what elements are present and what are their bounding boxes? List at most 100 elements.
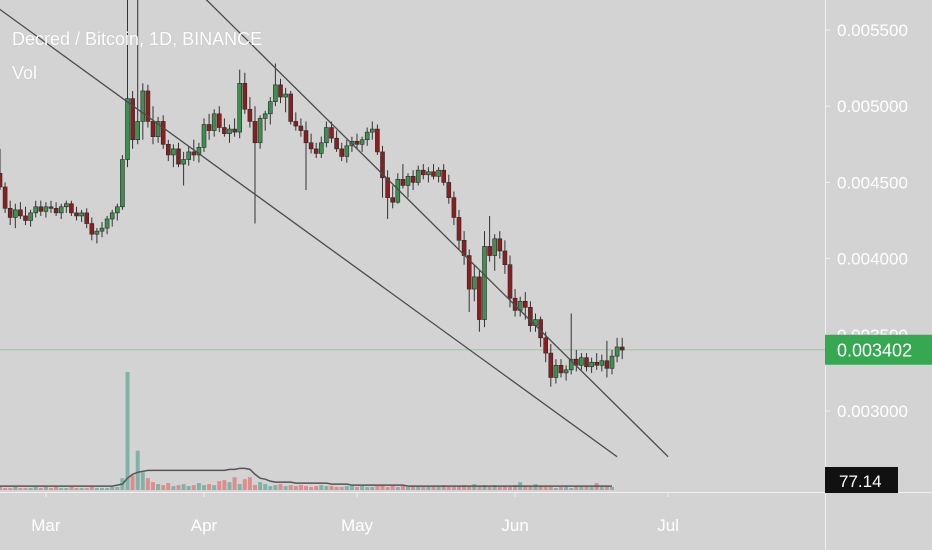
candle (135, 0, 140, 145)
volume-bar (273, 485, 278, 490)
candle-body (79, 212, 84, 217)
candle (334, 130, 339, 152)
candle (497, 231, 503, 259)
volume-bar (482, 485, 487, 490)
candle (242, 72, 248, 114)
candle-body (252, 121, 258, 144)
volume-bar (100, 488, 104, 490)
volume-bar (304, 486, 308, 490)
candle-body (145, 90, 151, 122)
volume-bar (293, 486, 298, 490)
candle (109, 209, 115, 227)
volume-value-badge (825, 467, 898, 493)
volume-bar (288, 485, 293, 490)
candle (308, 133, 314, 154)
candle-body (28, 212, 33, 221)
candle-body (38, 206, 44, 212)
candle-body (43, 206, 49, 212)
price-tick-label: 0.004500 (837, 173, 908, 192)
volume-bar (390, 486, 395, 490)
volume-bar (202, 485, 206, 490)
candle (344, 139, 350, 163)
candle (150, 106, 156, 145)
candle (436, 167, 441, 183)
volume-bar (84, 488, 89, 490)
volume-bar (0, 486, 2, 490)
candle-body (298, 125, 304, 131)
volume-bar (237, 484, 242, 490)
candle-body (13, 209, 18, 218)
candle (420, 164, 426, 180)
candle (278, 78, 283, 104)
volume-bar (222, 480, 227, 490)
candle (13, 203, 18, 229)
candle-body (211, 113, 217, 131)
candle (181, 151, 186, 186)
candle-body (257, 118, 263, 144)
candle (2, 182, 8, 213)
candle-body (33, 206, 39, 214)
candle (28, 209, 33, 227)
candle-body (160, 121, 166, 145)
candle-body (318, 142, 324, 154)
candle (492, 234, 498, 271)
candle (477, 270, 482, 332)
candle (548, 343, 554, 387)
candle-body (543, 337, 549, 354)
candle-body (217, 113, 222, 128)
candle-body (288, 93, 294, 122)
candle (257, 115, 263, 149)
candle-body (176, 148, 181, 165)
candle (206, 113, 212, 140)
volume-bar (191, 485, 196, 490)
volume-bar (553, 488, 558, 490)
candle (38, 200, 44, 216)
candle-body (94, 230, 100, 235)
candle-body (115, 206, 120, 214)
volume-bar (589, 487, 594, 490)
volume-bar (23, 488, 28, 490)
candle-body (196, 147, 202, 156)
volume-bar (33, 487, 38, 490)
volume-bar (161, 485, 166, 490)
candle (247, 97, 253, 128)
trendline (0, 8, 618, 458)
candle-body (201, 124, 207, 148)
candle-body (267, 101, 273, 115)
volume-bar (329, 486, 334, 490)
candle-body (492, 238, 498, 256)
candle (115, 203, 120, 221)
candle-body (324, 127, 329, 144)
candle-body (482, 246, 487, 320)
volume-bar (166, 483, 171, 490)
candle (482, 231, 487, 328)
volume-bar (472, 484, 477, 490)
volume-bar (171, 486, 176, 490)
candle-body (313, 148, 319, 154)
volume-bar (263, 484, 268, 490)
candle (594, 353, 600, 370)
candle (58, 203, 64, 219)
volume-bar (360, 486, 365, 490)
candle-body (609, 355, 615, 369)
candle-body (206, 124, 212, 131)
candle-body (74, 212, 79, 217)
volume-bar (217, 481, 222, 490)
volume-bar (130, 475, 135, 490)
candle-body (599, 360, 605, 366)
last-price-label: 0.003402 (837, 341, 912, 361)
candle-body (456, 217, 462, 241)
candle-body (604, 360, 610, 369)
volume-bar (49, 488, 53, 490)
volume-label: Vol (12, 63, 38, 83)
volume-bar (283, 486, 288, 490)
candle-body (548, 352, 554, 378)
volume-bar (3, 488, 8, 490)
candle (69, 200, 74, 216)
time-tick-label: May (341, 516, 374, 535)
candle-body (553, 364, 559, 378)
volume-bar (349, 486, 354, 490)
candle (487, 215, 492, 262)
candle-body (451, 197, 457, 218)
